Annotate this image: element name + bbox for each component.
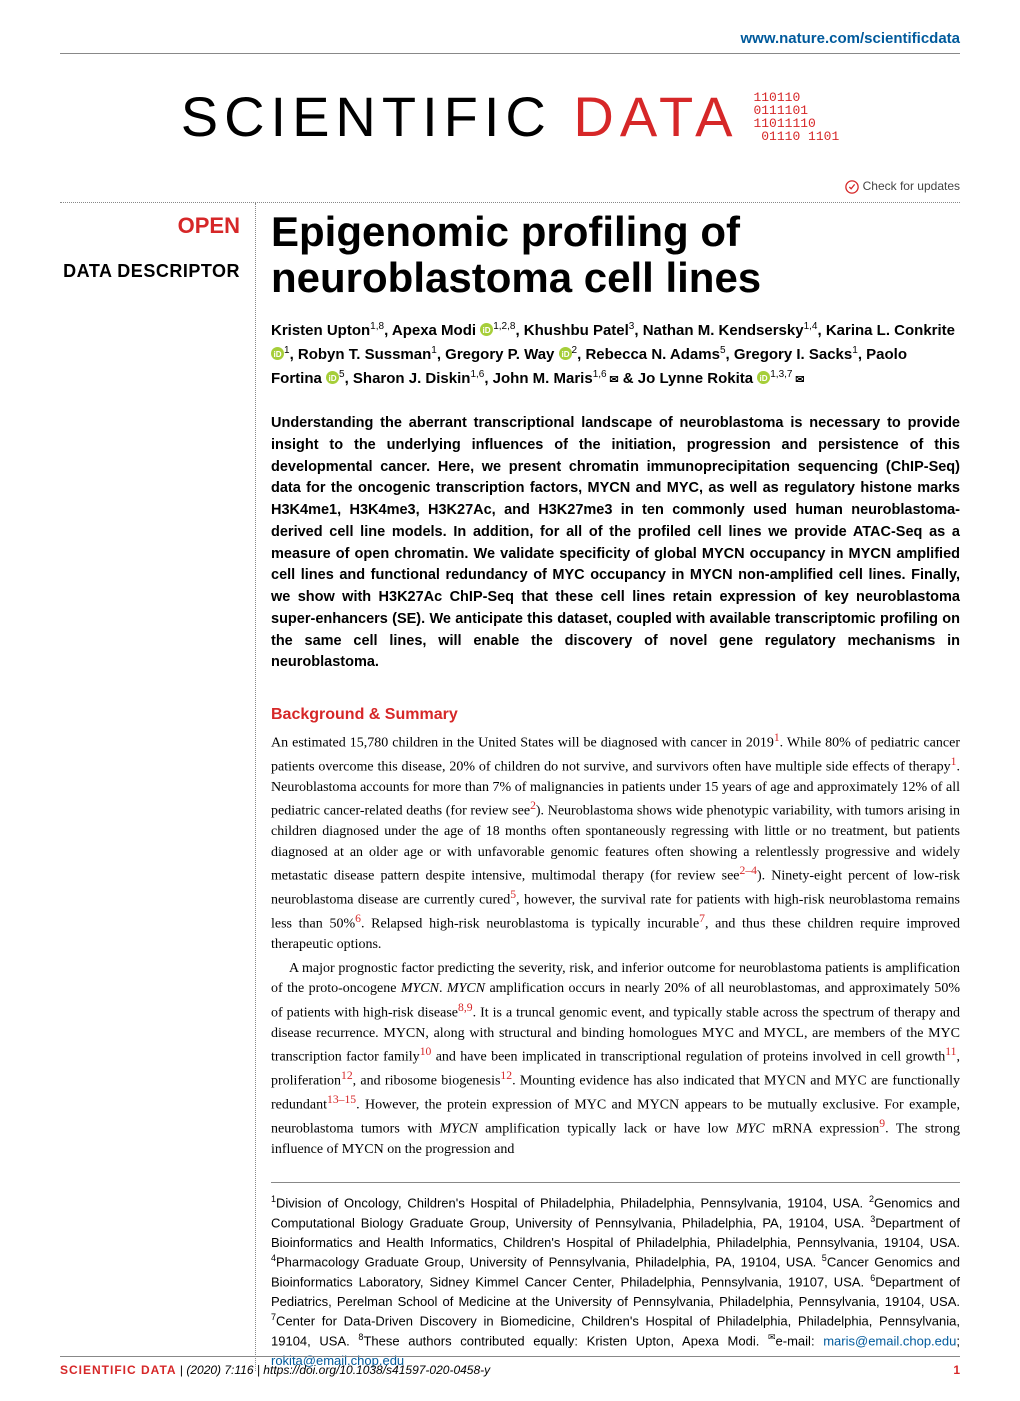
affiliation-rule — [271, 1182, 960, 1183]
footer-journal: SCIENTIFIC DATA — [60, 1363, 177, 1377]
article-title: Epigenomic profiling of neuroblastoma ce… — [271, 209, 960, 301]
journal-url[interactable]: www.nature.com/scientificdata — [60, 30, 960, 53]
logo-bits-icon: 110110 0111101 11011110 01110 1101 — [753, 91, 839, 143]
abstract: Understanding the aberrant transcription… — [271, 413, 960, 674]
logo-word-data: DATA — [573, 85, 738, 148]
page-number: 1 — [953, 1363, 960, 1377]
open-badge: OPEN — [60, 213, 240, 239]
footer-citation-text: (2020) 7:116 | https://doi.org/10.1038/s… — [186, 1363, 490, 1377]
affiliations: 1Division of Oncology, Children's Hospit… — [271, 1193, 960, 1370]
body-paragraph-1: An estimated 15,780 children in the Unit… — [271, 730, 960, 955]
journal-logo: SCIENTIFIC DATA 110110 0111101 11011110 … — [60, 84, 960, 149]
check-updates-link[interactable]: Check for updates — [60, 179, 960, 194]
check-updates-icon — [845, 180, 859, 194]
main-columns: OPEN DATA DESCRIPTOR Epigenomic profilin… — [60, 203, 960, 1371]
svg-text:iD: iD — [273, 350, 281, 359]
svg-text:iD: iD — [483, 326, 491, 335]
svg-text:iD: iD — [760, 374, 768, 383]
page-footer: SCIENTIFIC DATA | (2020) 7:116 | https:/… — [60, 1356, 960, 1377]
footer-citation: SCIENTIFIC DATA | (2020) 7:116 | https:/… — [60, 1363, 490, 1377]
section-heading-background: Background & Summary — [271, 706, 960, 724]
header-rule — [60, 53, 960, 54]
check-updates-text: Check for updates — [863, 179, 960, 193]
logo-word-scientific: SCIENTIFIC — [181, 85, 552, 148]
svg-text:iD: iD — [328, 374, 336, 383]
doc-type-label: DATA DESCRIPTOR — [60, 261, 240, 282]
body-paragraph-2: A major prognostic factor predicting the… — [271, 959, 960, 1160]
right-column: Epigenomic profiling of neuroblastoma ce… — [256, 203, 960, 1371]
svg-text:iD: iD — [561, 350, 569, 359]
page: www.nature.com/scientificdata SCIENTIFIC… — [0, 0, 1020, 1401]
left-column: OPEN DATA DESCRIPTOR — [60, 203, 256, 1371]
author-list: Kristen Upton1,8, Apexa Modi iD1,2,8, Kh… — [271, 319, 960, 391]
